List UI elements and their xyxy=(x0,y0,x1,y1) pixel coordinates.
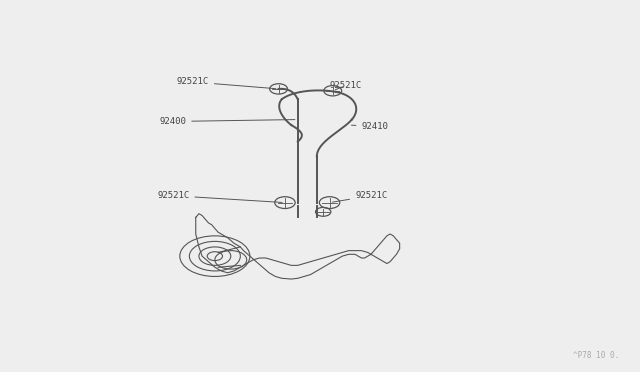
Text: 92410: 92410 xyxy=(351,122,388,131)
Text: ^P78 10 0.: ^P78 10 0. xyxy=(573,350,620,359)
Text: 92521C: 92521C xyxy=(177,77,276,89)
Text: 92521C: 92521C xyxy=(332,191,387,202)
Text: 92400: 92400 xyxy=(159,117,295,126)
Text: 92521C: 92521C xyxy=(157,191,282,202)
Text: 92521C: 92521C xyxy=(330,81,362,90)
